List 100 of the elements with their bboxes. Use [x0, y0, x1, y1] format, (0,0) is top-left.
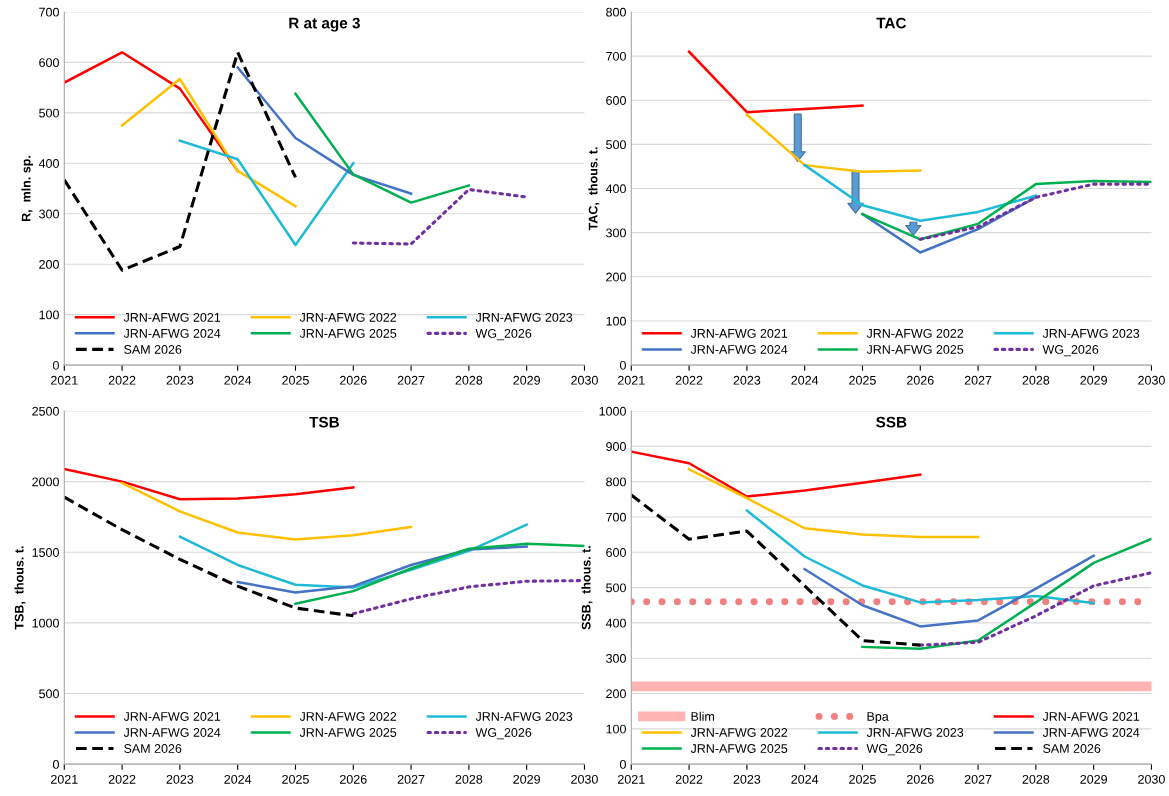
line-series — [687, 50, 864, 114]
legend-label: JRN-AFWG 2021 — [1042, 712, 1140, 721]
x-tick-label: 2021 — [51, 375, 78, 385]
line-series — [64, 467, 355, 501]
line-series — [918, 182, 1152, 241]
y-tick-label: 900 — [606, 442, 626, 451]
y-tick-label: 500 — [39, 689, 59, 699]
y-tick-label: 1000 — [599, 406, 626, 416]
legend-label: JRN-AFWG 2023 — [475, 712, 573, 721]
y-axis-title: TAC, thous. t. — [588, 147, 600, 231]
x-tick-label: 2024 — [791, 375, 819, 385]
x-tick-label: 2025 — [849, 375, 876, 385]
line-series — [64, 495, 355, 618]
legend-label: JRN-AFWG 2021 — [690, 329, 788, 338]
x-tick-label: 2027 — [397, 375, 425, 385]
line-series — [631, 493, 922, 647]
legend-label: JRN-AFWG 2022 — [299, 312, 397, 322]
x-tick-label: 2026 — [907, 774, 934, 784]
legend-label: JRN-AFWG 2024 — [690, 345, 788, 354]
legend-label: SAM 2026 — [124, 744, 182, 753]
legend-label: WG_2026 — [475, 329, 532, 341]
line-series — [861, 537, 1152, 650]
y-tick-label: 0 — [619, 759, 626, 769]
x-tick-label: 2030 — [571, 375, 598, 385]
x-tick-label: 2026 — [340, 774, 367, 784]
x-tick-label: 2025 — [282, 774, 309, 784]
x-tick-label: 2023 — [166, 375, 194, 385]
y-tick-label: 300 — [606, 654, 626, 663]
y-tick-label: 800 — [606, 7, 626, 17]
y-tick-label: 300 — [39, 209, 59, 219]
x-tick-label: 2022 — [108, 774, 136, 784]
line-series — [64, 50, 298, 272]
x-tick-label: 2027 — [964, 375, 992, 385]
legend-label: JRN-AFWG 2022 — [690, 728, 788, 737]
line-series — [351, 188, 529, 246]
x-tick-label: 2021 — [618, 774, 645, 784]
x-tick-label: 2023 — [733, 774, 761, 784]
x-tick-label: 2022 — [675, 774, 703, 784]
legend-label: JRN-AFWG 2025 — [299, 329, 397, 338]
line-series — [745, 509, 1095, 605]
line-series — [803, 554, 1095, 628]
y-tick-label: 100 — [606, 724, 626, 734]
legend-label: Bpa — [867, 712, 889, 724]
x-tick-label: 2024 — [791, 774, 819, 784]
legend-label: JRN-AFWG 2023 — [475, 312, 573, 322]
legend-label: JRN-AFWG 2024 — [123, 329, 221, 338]
x-tick-label: 2027 — [964, 774, 992, 784]
x-tick-label: 2021 — [51, 774, 78, 784]
y-tick-label: 300 — [606, 228, 626, 238]
x-tick-label: 2030 — [1138, 774, 1165, 784]
x-tick-label: 2025 — [282, 375, 309, 385]
x-tick-label: 2028 — [455, 375, 483, 385]
x-tick-label: 2028 — [455, 774, 483, 784]
x-tick-label: 2028 — [1022, 774, 1050, 784]
line-series — [687, 468, 980, 539]
y-tick-label: 0 — [52, 759, 59, 769]
y-tick-label: 0 — [52, 360, 59, 370]
legend-label: WG_2026 — [1042, 345, 1099, 357]
x-tick-label: 2024 — [224, 774, 252, 784]
x-tick-label: 2023 — [733, 375, 761, 385]
x-tick-label: 2029 — [1080, 375, 1107, 385]
y-tick-label: 600 — [606, 96, 626, 105]
x-tick-label: 2027 — [397, 774, 425, 784]
legend-label: JRN-AFWG 2021 — [123, 312, 221, 322]
chart-title: TSB — [309, 416, 339, 428]
y-tick-label: 500 — [606, 140, 626, 150]
legend-label: SAM 2026 — [124, 345, 182, 354]
y-tick-label: 400 — [605, 618, 626, 628]
chart-title: TAC — [876, 17, 907, 29]
legend-label: JRN-AFWG 2025 — [866, 345, 964, 354]
y-tick-label: 700 — [606, 512, 626, 522]
legend-label: JRN-AFWG 2024 — [1042, 728, 1140, 737]
y-tick-label: 100 — [606, 316, 626, 326]
legend-label: JRN-AFWG 2023 — [1042, 329, 1140, 338]
x-tick-label: 2030 — [571, 774, 598, 784]
x-tick-label: 2029 — [1080, 774, 1107, 784]
line-series — [631, 450, 922, 498]
x-tick-label: 2030 — [1138, 375, 1165, 385]
y-tick-label: 700 — [606, 51, 626, 61]
y-tick-label: 400 — [38, 159, 59, 168]
line-series — [745, 113, 922, 173]
legend-label: JRN-AFWG 2021 — [123, 712, 221, 721]
legend-label: WG_2026 — [475, 728, 532, 740]
chart-title: SSB — [876, 416, 907, 428]
x-tick-label: 2022 — [108, 375, 136, 385]
line-series — [861, 179, 1152, 241]
y-tick-label: 600 — [606, 548, 626, 557]
y-tick-label: 600 — [39, 58, 59, 68]
x-tick-label: 2029 — [513, 774, 540, 784]
y-tick-label: 200 — [39, 259, 59, 269]
legend-label: JRN-AFWG 2022 — [299, 712, 397, 721]
legend-label: JRN-AFWG 2022 — [866, 329, 964, 338]
legend-label: JRN-AFWG 2024 — [123, 728, 221, 737]
y-tick-label: 1500 — [32, 548, 59, 557]
y-tick-label: 500 — [606, 583, 626, 593]
y-axis-title: SSB, thous. t. — [581, 546, 593, 630]
x-tick-label: 2029 — [513, 375, 540, 385]
line-series — [294, 92, 471, 204]
y-tick-label: 200 — [606, 272, 626, 282]
legend-label: WG_2026 — [866, 744, 923, 756]
